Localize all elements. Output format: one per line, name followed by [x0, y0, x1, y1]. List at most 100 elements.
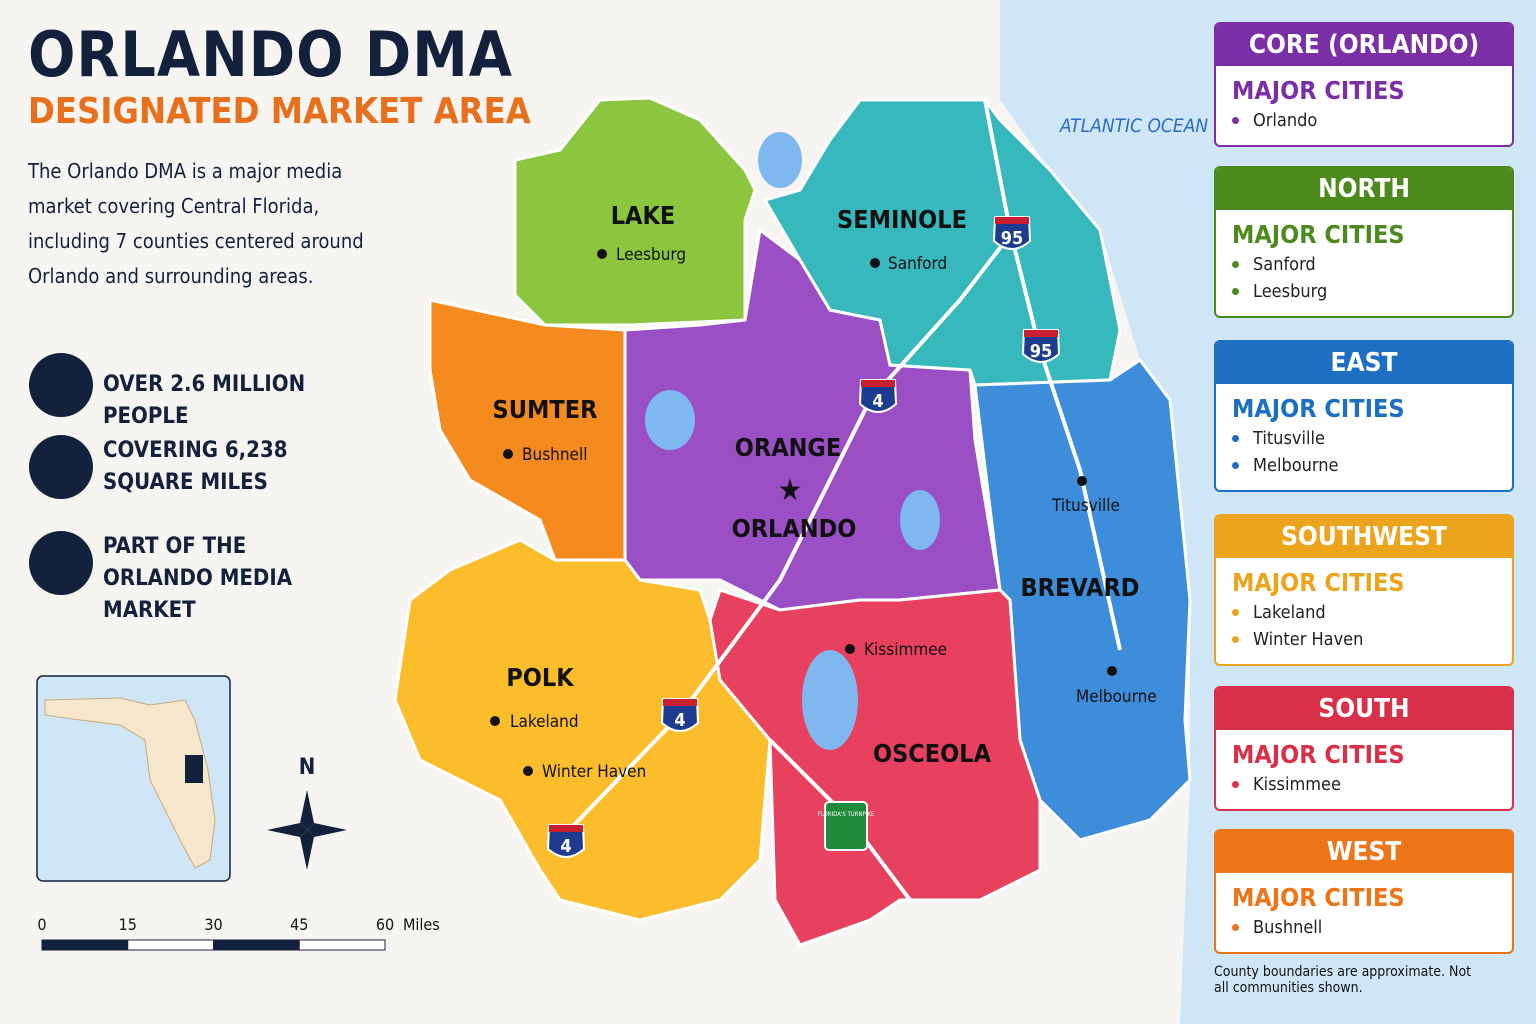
region-title: EAST	[1216, 342, 1512, 384]
shield-top	[861, 380, 895, 387]
turnpike-sign: FLORIDA'S TURNPIKE	[818, 801, 875, 851]
shield-top	[549, 825, 583, 832]
shield	[1021, 329, 1061, 363]
region-title: CORE (ORLANDO)	[1216, 24, 1512, 66]
highway-shield: 95	[992, 216, 1032, 250]
bullet	[1232, 434, 1239, 442]
region-title: WEST	[1216, 831, 1512, 873]
interstate-4	[548, 233, 1012, 852]
shield	[660, 698, 700, 732]
region-heading: MAJOR CITIES	[1232, 220, 1405, 249]
city-label: Lakeland	[510, 712, 579, 732]
county	[393, 538, 772, 922]
stat-icon	[29, 531, 93, 595]
shield-top	[1024, 330, 1058, 337]
highway-label: 95	[1030, 341, 1053, 362]
highway-shield: 4	[660, 698, 700, 732]
scale-unit: Miles	[403, 915, 440, 934]
region-box: NORTH MAJOR CITIES Sanford Leesburg	[1214, 166, 1514, 318]
region-title: SOUTHWEST	[1216, 516, 1512, 558]
region-box: CORE (ORLANDO) MAJOR CITIES Orlando	[1214, 22, 1514, 147]
bullet	[1232, 462, 1239, 469]
highway-shield: 4	[858, 379, 898, 413]
county-label: OSCEOLA	[873, 739, 992, 768]
bullet	[1232, 636, 1239, 643]
region-title: NORTH	[1216, 168, 1512, 210]
region-title: SOUTH	[1216, 688, 1512, 730]
county-label: SUMTER	[493, 395, 598, 424]
highway-label: 4	[560, 836, 571, 857]
svg-text:★: ★	[778, 473, 802, 508]
region-city-row: Winter Haven	[1232, 629, 1512, 650]
city-label: Leesburg	[616, 245, 686, 265]
county	[428, 298, 627, 562]
stat-text: COVERING 6,238 SQUARE MILES	[103, 438, 288, 495]
highway-label: 4	[872, 391, 883, 412]
compass: N	[267, 755, 347, 870]
region-heading: MAJOR CITIES	[1232, 740, 1405, 769]
shield-top	[663, 699, 697, 706]
city-label: ORLANDO	[732, 514, 857, 543]
inset-florida	[44, 697, 216, 869]
compass-label: N	[299, 755, 316, 780]
scale-segment	[41, 939, 129, 951]
bullet	[1232, 923, 1239, 931]
city-label: Melbourne	[1076, 687, 1157, 707]
scale-label: 0	[37, 915, 46, 934]
stat-text: OVER 2.6 MILLION PEOPLE	[103, 372, 306, 429]
region-heading: MAJOR CITIES	[1232, 883, 1405, 912]
region-box: WEST MAJOR CITIES Bushnell	[1214, 829, 1514, 954]
stat-icon	[29, 353, 93, 417]
scale-segment	[127, 939, 214, 951]
region-heading: MAJOR CITIES	[1232, 76, 1405, 105]
shield	[546, 824, 586, 858]
region-city-row: Sanford	[1232, 253, 1512, 275]
region-city: Bushnell	[1253, 916, 1323, 938]
region-city: Winter Haven	[1253, 629, 1364, 650]
scale-label: 45	[290, 915, 308, 934]
county-label: POLK	[506, 663, 575, 692]
county	[708, 588, 1042, 947]
stat-text: PART OF THE ORLANDO MEDIA MARKET	[103, 534, 293, 623]
scale-label: 60	[376, 915, 394, 934]
scale-label: 30	[204, 915, 222, 934]
region-city-row: Bushnell	[1232, 916, 1512, 938]
city-label: Kissimmee	[864, 640, 947, 660]
region-city-row: Lakeland	[1232, 601, 1512, 623]
city-label: Winter Haven	[542, 762, 646, 782]
region-city-row: Orlando	[1232, 109, 1512, 131]
region-city: Leesburg	[1253, 281, 1328, 302]
subtitle: DESIGNATED MARKET AREA	[28, 91, 531, 132]
highway-label: 95	[1001, 228, 1024, 249]
city-label: Titusville	[1051, 496, 1120, 516]
region-city-row: Kissimmee	[1232, 773, 1512, 795]
region-city: Lakeland	[1253, 601, 1326, 623]
header: ORLANDO DMA DESIGNATED MARKET AREA	[28, 18, 531, 132]
bullet	[1232, 608, 1239, 616]
title: ORLANDO DMA	[28, 18, 513, 91]
region-heading: MAJOR CITIES	[1232, 568, 1405, 597]
highway-shield: 4	[546, 824, 586, 858]
highway-shield: 95	[1021, 329, 1061, 363]
county-label: LAKE	[611, 201, 676, 230]
footnote: County boundaries are approximate. Not a…	[1214, 964, 1472, 996]
region-box: SOUTHWEST MAJOR CITIES Lakeland Winter Have…	[1214, 514, 1514, 666]
scale-segment	[213, 939, 300, 951]
region-city: Sanford	[1253, 253, 1316, 275]
region-city: Orlando	[1253, 109, 1318, 131]
region-heading: MAJOR CITIES	[1232, 394, 1405, 423]
description: The Orlando DMA is a major media market …	[28, 159, 364, 288]
stat-icon	[29, 435, 93, 499]
county-label: SEMINOLE	[837, 205, 967, 234]
region-city: Kissimmee	[1253, 773, 1341, 795]
county-label: ORANGE	[735, 433, 842, 462]
region-city: Melbourne	[1253, 455, 1339, 476]
bullet	[1232, 116, 1239, 124]
city-label: Sanford	[888, 254, 947, 274]
shield	[992, 216, 1032, 250]
shield-top	[995, 217, 1029, 224]
bullet	[1232, 288, 1239, 295]
region-city-row: Titusville	[1232, 427, 1512, 449]
county-label: BREVARD	[1021, 573, 1140, 602]
region-city-row: Leesburg	[1232, 281, 1512, 302]
